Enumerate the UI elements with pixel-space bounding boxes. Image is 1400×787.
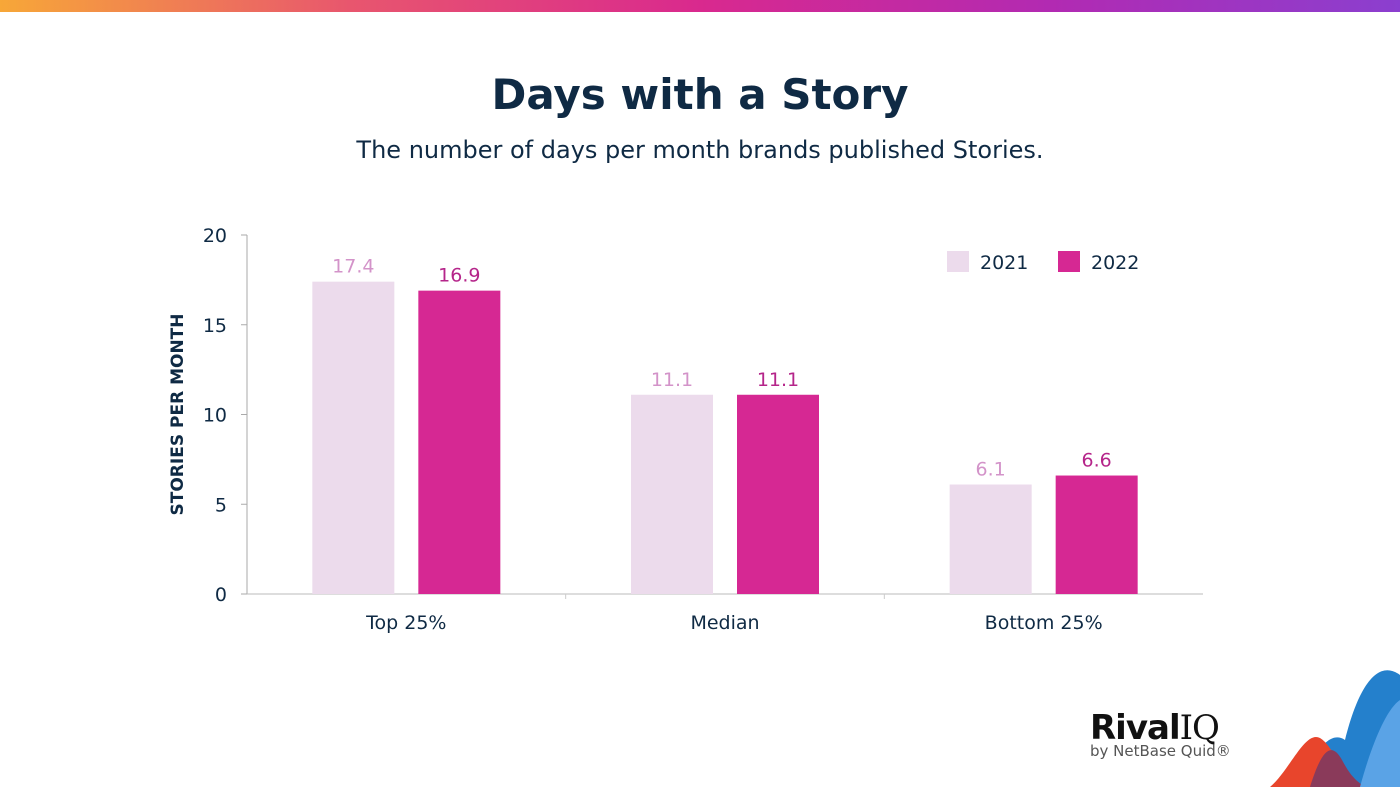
data-label-2021: 17.4: [332, 256, 374, 278]
bar-2022: [737, 394, 819, 594]
legend-swatch-2021: [947, 251, 969, 272]
bar-2021: [312, 281, 395, 594]
bar-2022: [418, 290, 501, 594]
x-tick-label: Bottom 25%: [985, 612, 1103, 634]
chart-subtitle: The number of days per month brands publ…: [356, 136, 1044, 164]
y-tick-label: 0: [215, 584, 227, 606]
y-tick-label: 15: [203, 315, 227, 337]
y-tick-label: 20: [203, 225, 227, 247]
legend-label-2021: 2021: [980, 252, 1028, 274]
data-label-2022: 6.6: [1082, 450, 1112, 472]
bar-2021: [631, 394, 713, 594]
data-label-2021: 11.1: [651, 369, 693, 391]
data-label-2022: 11.1: [757, 369, 799, 391]
data-label-2021: 6.1: [976, 459, 1006, 481]
rival-iq-logo: RivalIQ by NetBase Quid®: [1090, 708, 1231, 760]
top-gradient-bar: [0, 0, 1400, 12]
brand-wave-graphic: [1270, 670, 1400, 787]
bar-2021: [949, 484, 1032, 594]
x-tick-label: Median: [690, 612, 759, 634]
bar-2022: [1055, 475, 1138, 594]
legend-label-2022: 2022: [1091, 252, 1139, 274]
x-tick-label: Top 25%: [365, 612, 446, 634]
y-tick-label: 10: [203, 405, 227, 427]
chart-title: Days with a Story: [491, 70, 909, 119]
data-label-2022: 16.9: [438, 265, 480, 287]
y-axis-label: STORIES PER MONTH: [168, 314, 188, 516]
legend-swatch-2022: [1058, 251, 1080, 272]
y-tick-label: 5: [215, 494, 227, 516]
